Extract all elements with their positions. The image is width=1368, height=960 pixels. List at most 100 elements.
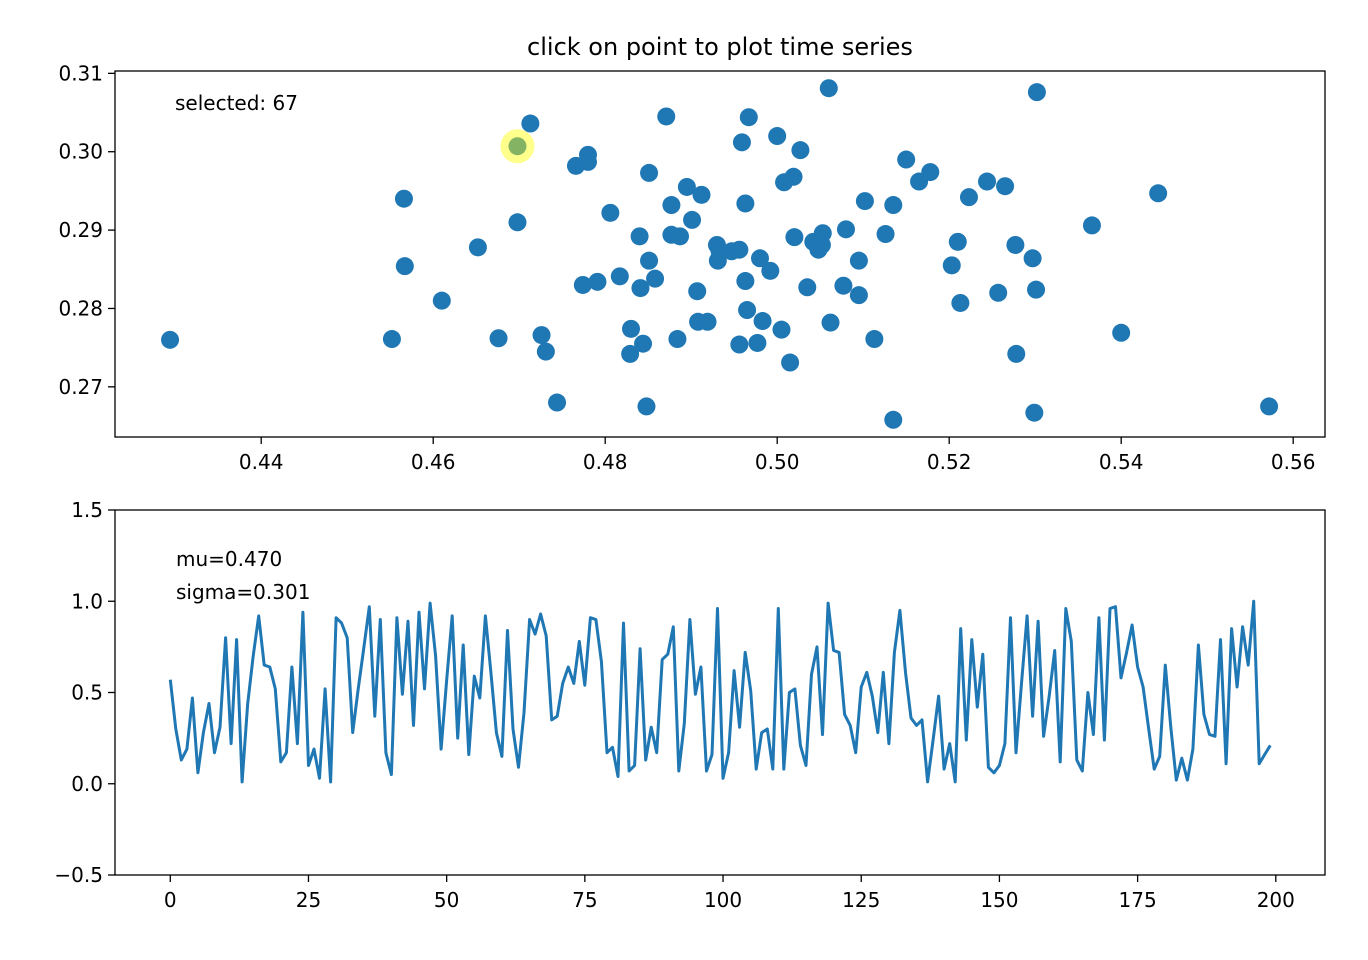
scatter-point[interactable] (662, 196, 681, 215)
scatter-point[interactable] (394, 189, 413, 208)
scatter-point[interactable] (1260, 397, 1279, 416)
ax1-xtick-label: 100 (704, 888, 742, 912)
scatter-point[interactable] (578, 152, 597, 171)
scatter-point[interactable] (432, 291, 451, 310)
mu-annotation: mu=0.470 (176, 547, 282, 571)
scatter-point[interactable] (732, 133, 751, 152)
scatter-point[interactable] (631, 279, 650, 298)
scatter-point[interactable] (951, 293, 970, 312)
scatter-point[interactable] (508, 137, 527, 156)
scatter-point[interactable] (646, 269, 665, 288)
scatter-point[interactable] (781, 353, 800, 372)
scatter-point[interactable] (688, 282, 707, 301)
scatter-point[interactable] (698, 312, 717, 331)
scatter-point[interactable] (621, 319, 640, 338)
scatter-point[interactable] (677, 177, 696, 196)
scatter-point[interactable] (876, 225, 895, 244)
scatter-point[interactable] (1149, 184, 1168, 203)
scatter-point[interactable] (884, 196, 903, 215)
scatter-point[interactable] (996, 177, 1015, 196)
scatter-point[interactable] (785, 228, 804, 247)
scatter-point[interactable] (736, 194, 755, 213)
scatter-point[interactable] (692, 185, 711, 204)
ax1-xtick-label: 125 (842, 888, 880, 912)
scatter-point[interactable] (855, 192, 874, 211)
scatter-point[interactable] (668, 330, 687, 349)
scatter-point[interactable] (750, 249, 769, 268)
ax0-ytick-label: 0.29 (58, 218, 103, 242)
scatter-point[interactable] (884, 410, 903, 429)
scatter-point[interactable] (1025, 403, 1044, 422)
chart-title: click on point to plot time series (527, 33, 913, 61)
scatter-point[interactable] (1027, 280, 1046, 299)
scatter-point[interactable] (834, 276, 853, 295)
scatter-point[interactable] (978, 172, 997, 191)
scatter-point[interactable] (791, 141, 810, 160)
scatter-point[interactable] (489, 329, 508, 348)
ax1-ytick-label: 1.0 (71, 589, 103, 613)
scatter-point[interactable] (736, 272, 755, 291)
scatter-point[interactable] (753, 312, 772, 331)
scatter-point[interactable] (739, 108, 758, 127)
scatter-point[interactable] (548, 393, 567, 412)
scatter-point[interactable] (630, 227, 649, 246)
scatter-point[interactable] (849, 251, 868, 270)
scatter-point[interactable] (1112, 323, 1131, 342)
scatter-point[interactable] (573, 275, 592, 294)
scatter-point[interactable] (836, 220, 855, 239)
scatter-point[interactable] (761, 261, 780, 280)
ax0-xtick-label: 0.50 (755, 450, 800, 474)
timeseries-line (168, 599, 1272, 784)
scatter-point[interactable] (634, 334, 653, 353)
scatter-point[interactable] (382, 330, 401, 349)
scatter-point[interactable] (640, 251, 659, 270)
scatter-point[interactable] (989, 283, 1008, 302)
scatter-point[interactable] (1023, 249, 1042, 268)
scatter-point[interactable] (1006, 235, 1025, 254)
scatter-point[interactable] (1027, 83, 1046, 102)
scatter-points[interactable] (161, 79, 1279, 429)
scatter-point[interactable] (798, 278, 817, 297)
scatter-point[interactable] (621, 344, 640, 363)
scatter-point[interactable] (601, 203, 620, 222)
scatter-point[interactable] (1007, 344, 1026, 363)
scatter-point[interactable] (395, 257, 414, 276)
scatter-point[interactable] (1082, 216, 1101, 235)
scatter-point[interactable] (640, 163, 659, 182)
scatter-point[interactable] (738, 301, 757, 320)
scatter-point[interactable] (683, 210, 702, 229)
scatter-point[interactable] (849, 286, 868, 305)
scatter-point[interactable] (819, 79, 838, 98)
scatter-point[interactable] (730, 240, 749, 259)
scatter-point[interactable] (897, 150, 916, 169)
scatter-axes[interactable]: click on point to plot time series 0.44 0… (58, 33, 1326, 474)
scatter-point[interactable] (772, 320, 791, 339)
scatter-point[interactable] (865, 330, 884, 349)
scatter-point[interactable] (671, 227, 690, 246)
scatter-point[interactable] (784, 167, 803, 186)
scatter-point[interactable] (468, 238, 487, 257)
timeseries-frame (114, 509, 1326, 876)
scatter-point[interactable] (532, 326, 551, 345)
ax0-xtick-label: 0.52 (927, 450, 972, 474)
scatter-point[interactable] (813, 224, 832, 243)
ax1-ytick-label: 1.5 (71, 498, 103, 522)
scatter-point[interactable] (610, 267, 629, 286)
scatter-point[interactable] (657, 107, 676, 126)
scatter-point[interactable] (821, 313, 840, 332)
ax0-xtick-label: 0.54 (1099, 450, 1144, 474)
scatter-point[interactable] (948, 232, 967, 251)
scatter-point[interactable] (521, 114, 540, 133)
scatter-point[interactable] (768, 127, 787, 146)
scatter-point[interactable] (161, 330, 180, 349)
scatter-point[interactable] (508, 213, 527, 232)
ax0-xtick-label: 0.56 (1271, 450, 1316, 474)
scatter-point[interactable] (536, 342, 555, 361)
scatter-point[interactable] (588, 272, 607, 291)
scatter-point[interactable] (959, 188, 978, 207)
scatter-point[interactable] (637, 397, 656, 416)
scatter-point[interactable] (748, 333, 767, 352)
scatter-point[interactable] (942, 256, 961, 275)
scatter-point[interactable] (921, 163, 940, 182)
scatter-point[interactable] (730, 335, 749, 354)
